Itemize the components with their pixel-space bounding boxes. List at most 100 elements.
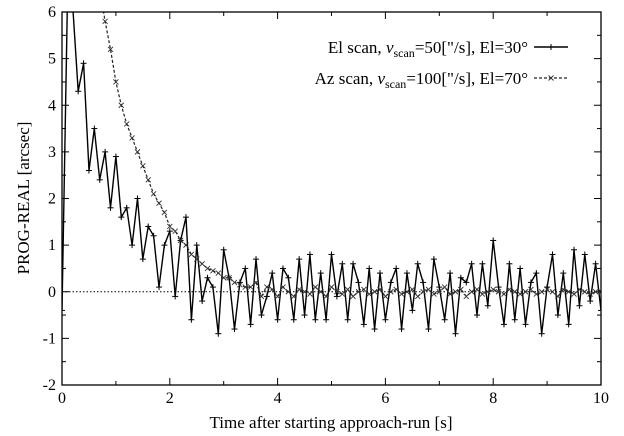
data-point: [371, 288, 378, 295]
data-point: [339, 291, 346, 297]
data-point: [150, 232, 157, 239]
data-point: [533, 270, 540, 277]
legend-entry: Az scan, vscan=100["/s], El=70°: [315, 69, 568, 91]
data-point: [355, 288, 362, 295]
data-point: [436, 288, 443, 295]
data-point: [554, 312, 561, 319]
data-point: [285, 274, 292, 281]
series-az-scan: [102, 12, 601, 300]
data-point: [290, 293, 297, 300]
data-point: [215, 330, 222, 337]
data-point: [355, 279, 362, 286]
data-point: [242, 265, 249, 272]
data-point: [253, 256, 260, 263]
data-point: [113, 79, 119, 85]
data-point: [333, 293, 340, 300]
data-point: [210, 267, 216, 274]
y-tick-label: 2: [48, 191, 56, 208]
data-point: [511, 288, 518, 295]
data-point: [274, 316, 281, 323]
y-tick-label: 1: [48, 237, 56, 254]
data-point: [344, 316, 351, 323]
data-point: [280, 284, 286, 290]
data-point: [193, 256, 200, 262]
data-point: [242, 284, 249, 290]
y-axis-title: PROG-REAL [arcsec]: [14, 122, 33, 275]
data-point: [226, 274, 232, 281]
axis-ticks: [61, 11, 602, 386]
data-point: [328, 251, 335, 258]
data-point: [598, 288, 601, 295]
data-point: [393, 265, 400, 272]
data-point: [323, 316, 330, 323]
data-point: [592, 288, 599, 295]
data-point: [323, 293, 329, 300]
data-point: [452, 330, 459, 337]
data-point: [495, 284, 502, 291]
data-point: [290, 316, 297, 323]
data-point: [188, 316, 195, 323]
data-point: [253, 279, 259, 286]
data-point: [538, 288, 545, 295]
data-point: [70, 4, 76, 10]
data-point: [382, 293, 389, 300]
data-point: [598, 307, 601, 314]
data-point: [301, 288, 308, 295]
data-point: [145, 223, 152, 230]
data-point: [398, 291, 405, 297]
data-point: [231, 279, 238, 286]
data-point: [344, 286, 351, 293]
data-point: [334, 288, 340, 295]
data-point: [182, 214, 189, 221]
data-point: [479, 260, 486, 267]
series-layer: [62, 4, 601, 337]
data-point: [409, 286, 416, 293]
data-point: [161, 242, 168, 249]
data-point: [139, 256, 146, 263]
data-point: [258, 312, 265, 319]
data-point: [166, 228, 173, 235]
data-point: [468, 260, 475, 267]
data-point: [118, 102, 125, 109]
data-point: [161, 209, 168, 216]
data-point: [387, 279, 394, 286]
data-point: [587, 298, 594, 305]
data-point: [403, 270, 410, 277]
data-point: [371, 326, 378, 333]
data-point: [366, 291, 373, 297]
data-point: [506, 286, 513, 293]
data-point: [102, 18, 108, 25]
data-point: [463, 279, 470, 286]
data-point: [112, 153, 119, 160]
data-point: [145, 177, 152, 183]
data-point: [129, 242, 136, 249]
data-point: [166, 223, 173, 230]
data-point: [350, 260, 357, 267]
data-point: [522, 321, 529, 328]
data-point: [582, 288, 588, 295]
data-point: [527, 279, 534, 286]
data-point: [220, 274, 227, 281]
data-point: [75, 88, 82, 95]
data-point: [393, 286, 399, 293]
series-line: [102, 12, 601, 298]
y-tick-label: -2: [43, 377, 56, 394]
data-point: [123, 121, 130, 127]
data-point: [361, 286, 367, 293]
data-point: [350, 293, 356, 300]
data-point: [576, 286, 583, 293]
data-point: [490, 237, 497, 244]
data-point: [538, 330, 545, 337]
data-point: [123, 204, 130, 211]
data-point: [220, 246, 227, 253]
data-point: [431, 291, 437, 297]
data-point: [263, 293, 270, 300]
data-point: [140, 163, 146, 169]
y-tick-label: 0: [48, 284, 56, 301]
x-tick-label: 4: [274, 390, 282, 407]
data-point: [425, 326, 432, 333]
data-point: [490, 286, 497, 293]
data-point: [237, 281, 243, 288]
data-point: [404, 288, 410, 295]
legend-label: El scan, vscan=50["/s], El=30°: [328, 38, 528, 60]
